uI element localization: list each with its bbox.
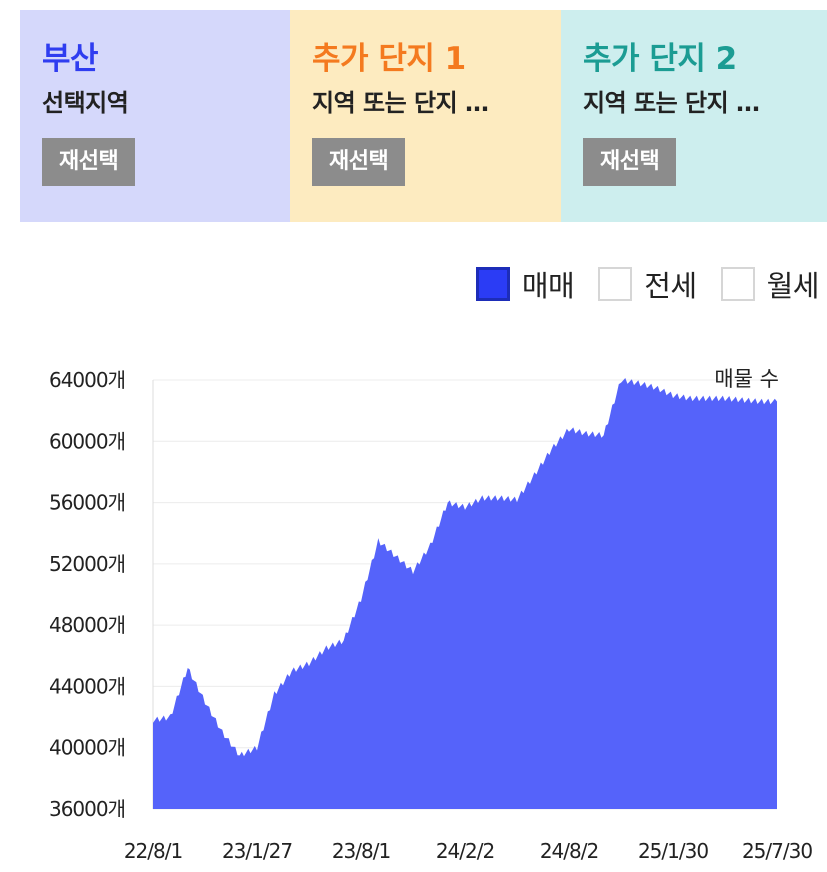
x-tick-label: 23/8/1 [332,839,390,863]
legend-label: 매매 [521,269,575,303]
series-label: 매물 수 [714,367,779,391]
region-panel-busan: 부산 선택지역 재선택 [20,10,290,222]
y-tick-label: 60000개 [49,429,125,453]
panel-subtitle: 지역 또는 단지 … [312,89,489,117]
reselect-button[interactable]: 재선택 [583,138,677,186]
y-tick-label: 56000개 [49,491,125,515]
comparison-panels: 부산 선택지역 재선택 추가 단지 1 지역 또는 단지 … 재선택 추가 단지… [20,10,827,222]
y-tick-label: 64000개 [49,368,125,392]
y-tick-label: 48000개 [49,613,125,637]
region-panel-extra-1: 추가 단지 1 지역 또는 단지 … 재선택 [290,10,561,222]
y-tick-label: 40000개 [49,736,125,760]
legend-label: 월세 [766,269,820,303]
y-tick-label: 44000개 [49,674,125,698]
reselect-button[interactable]: 재선택 [312,138,406,186]
x-tick-label: 25/1/30 [638,839,708,863]
series-area-listings [153,378,777,809]
reselect-button[interactable]: 재선택 [42,138,136,186]
panel-subtitle: 지역 또는 단지 … [583,89,760,117]
panel-title: 추가 단지 1 [312,41,466,77]
listing-count-chart: 36000개 40000개 44000개 48000개 52000개 56000개 6000… [49,367,813,863]
transaction-type-legend: 매매 전세 월세 [452,263,820,305]
region-panel-extra-2: 추가 단지 2 지역 또는 단지 … 재선택 [561,10,827,222]
panel-subtitle: 선택지역 [42,89,129,117]
panel-title: 부산 [42,41,99,77]
legend-item-monthly-rent[interactable]: 월세 [720,263,820,305]
checkbox-checked[interactable] [475,267,510,301]
legend-item-jeonse[interactable]: 전세 [598,263,697,305]
legend-label: 전세 [644,269,697,303]
panel-title: 추가 단지 2 [583,41,737,77]
y-tick-label: 36000개 [49,797,125,821]
checkbox-unchecked[interactable] [598,267,633,301]
x-tick-label: 24/8/2 [540,839,598,863]
legend-item-sale[interactable]: 매매 [475,263,575,305]
checkbox-unchecked[interactable] [720,267,755,301]
x-tick-label: 24/2/2 [436,839,494,863]
x-tick-label: 23/1/27 [222,839,292,863]
y-tick-label: 52000개 [49,552,125,576]
x-tick-label: 25/7/30 [742,839,812,863]
x-tick-label: 22/8/1 [124,839,182,863]
